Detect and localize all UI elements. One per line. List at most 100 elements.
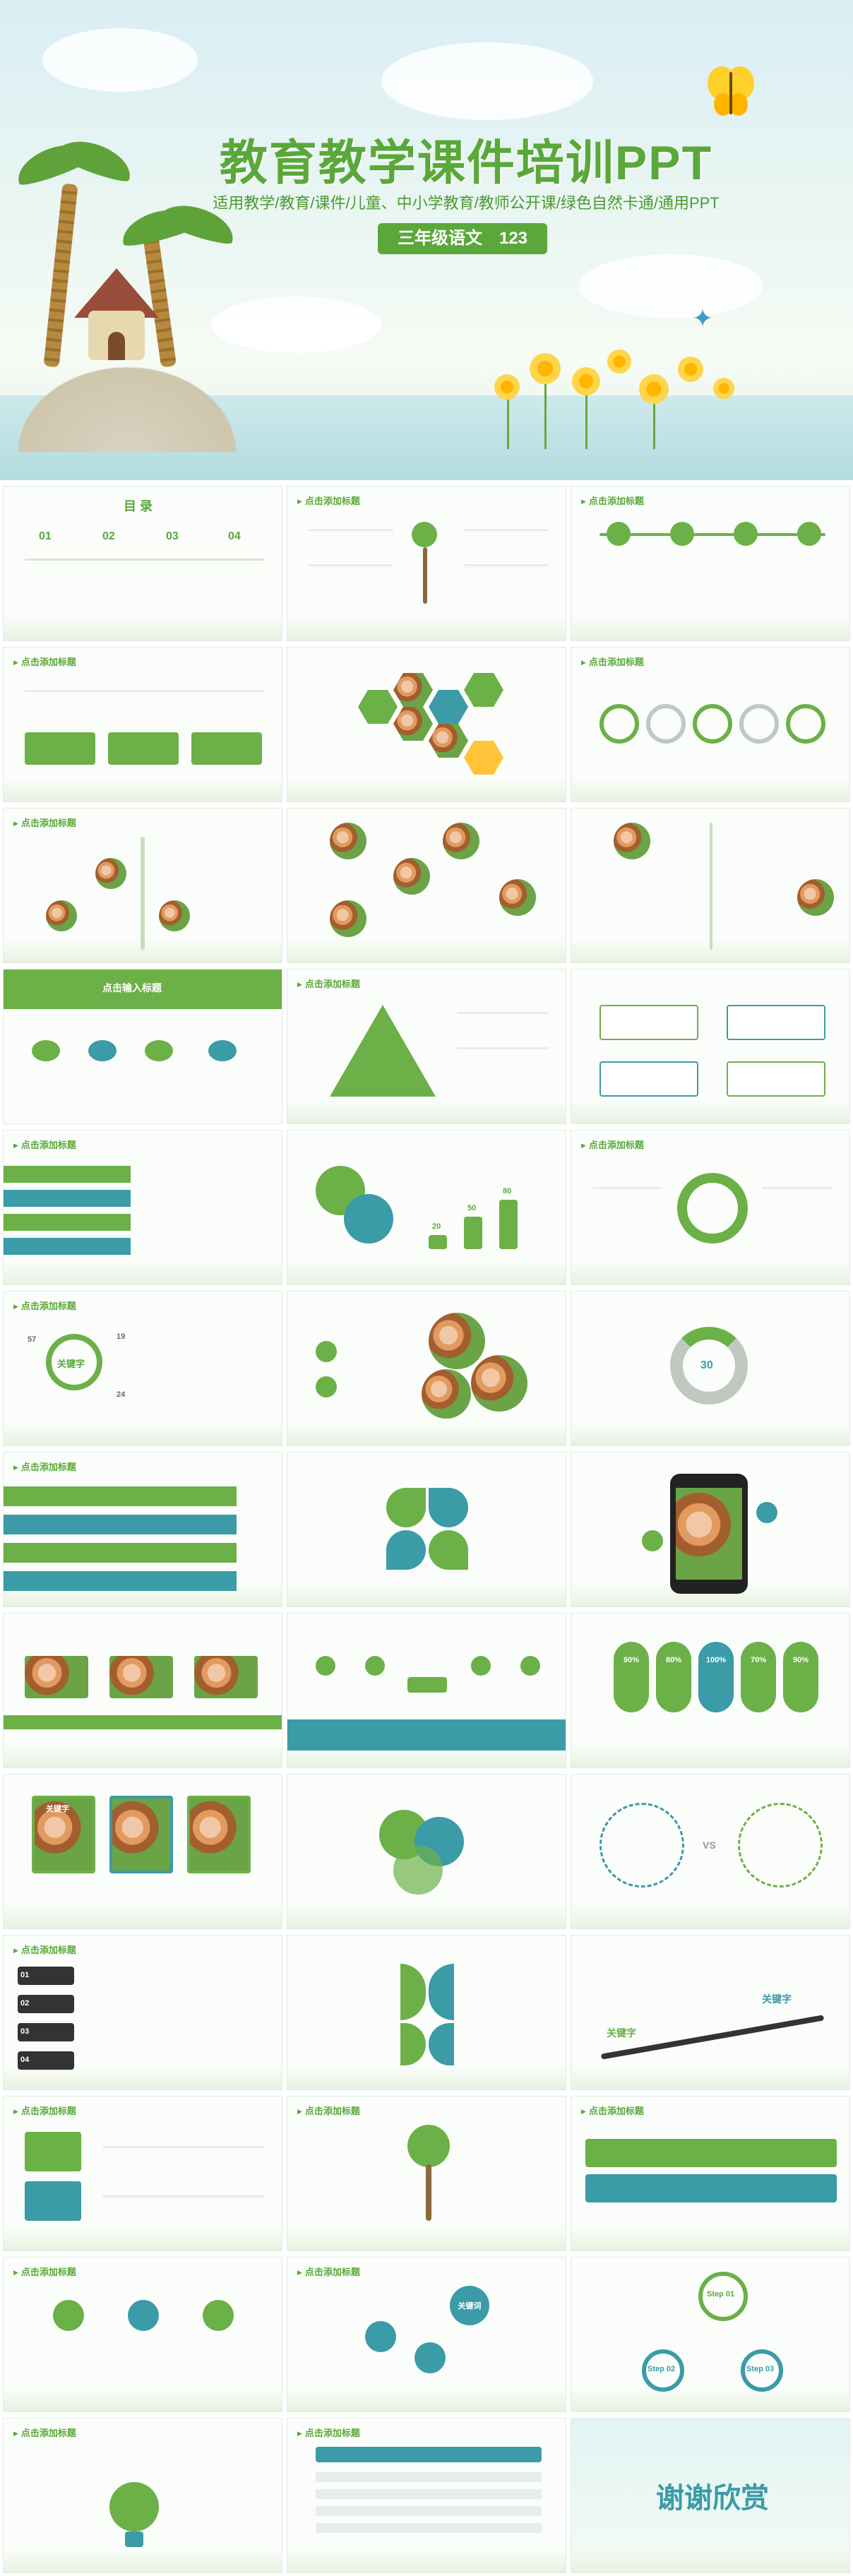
ring-value: 30 xyxy=(700,1359,713,1371)
lightbulb-icon xyxy=(109,2482,159,2532)
number-tag xyxy=(18,2023,74,2041)
cloud-icon xyxy=(145,1040,173,1061)
slide-thumbnail[interactable]: 点击添加标题 xyxy=(3,808,282,963)
slide-thumbnail[interactable]: 点击添加标题 xyxy=(571,486,850,641)
slide-thumbnail[interactable]: Step 01 Step 02 Step 03 xyxy=(571,2257,850,2412)
slide-thumbnail[interactable]: 90% 80% 100% 70% 90% xyxy=(571,1613,850,1768)
slide-tag: 点击添加标题 xyxy=(581,494,644,507)
slide-thumbnail[interactable] xyxy=(571,808,850,963)
page-title: 教育教学课件培训PPT xyxy=(219,136,713,190)
progress-value: 90% xyxy=(792,1656,809,1664)
hexagon xyxy=(464,741,503,775)
slide-thumbnail[interactable]: 点击添加标题 xyxy=(3,1130,282,1285)
cloud-icon xyxy=(208,1040,237,1061)
slide-thumbnail[interactable]: 30 xyxy=(571,1291,850,1446)
hexagon-photo xyxy=(393,707,433,741)
slide-thumbnail[interactable]: 点击添加标题 01 02 03 04 xyxy=(3,1935,282,2090)
slide-thumbnail[interactable]: 点击添加标题 xyxy=(3,2257,282,2412)
lightbulb-base xyxy=(125,2532,143,2547)
node-label: 关键词 xyxy=(458,2302,482,2310)
slide-thumbnail-thanks[interactable]: 谢谢欣赏 xyxy=(571,2418,850,2573)
percent-value: 57 xyxy=(28,1335,37,1344)
bar xyxy=(499,1200,518,1249)
slide-thumbnail[interactable] xyxy=(287,647,566,802)
slide-thumbnail[interactable]: 点击添加标题 关键词 xyxy=(287,2257,566,2412)
ring xyxy=(600,704,639,744)
slide-thumbnail[interactable]: 点击添加标题 xyxy=(3,2418,282,2573)
bar-label: 80 xyxy=(503,1187,512,1195)
progress-pill xyxy=(741,1642,776,1712)
ring xyxy=(786,704,825,744)
slide-thumbnail[interactable]: 点击添加标题 xyxy=(3,2096,282,2251)
toc-number: 04 xyxy=(228,530,241,542)
slide-thumbnail[interactable]: 点击添加标题 xyxy=(287,2418,566,2573)
slide-tag: 点击添加标题 xyxy=(13,816,76,829)
badge-circle xyxy=(600,1803,684,1888)
slide-thumbnail[interactable]: 点击添加标题 xyxy=(287,2096,566,2251)
palm-leaf xyxy=(54,132,137,186)
slide-thumbnail[interactable]: 点击添加标题 xyxy=(3,647,282,802)
number-label: 01 xyxy=(20,1971,30,1979)
slide-thumbnail[interactable]: 点击添加标题 xyxy=(571,2096,850,2251)
slide-thumbnail[interactable] xyxy=(287,1774,566,1929)
leaf-shape xyxy=(429,1964,454,2020)
slide-thumbnail[interactable] xyxy=(287,1935,566,2090)
slide-thumbnail[interactable]: 点击添加标题 关键字 57 19 24 xyxy=(3,1291,282,1446)
slide-tag: 点击添加标题 xyxy=(297,2426,360,2439)
slide-tag: 点击添加标题 xyxy=(581,1138,644,1151)
slide-thumbnail[interactable]: VS xyxy=(571,1774,850,1929)
timeline xyxy=(600,533,825,536)
number-label: 02 xyxy=(20,1999,30,2008)
flower xyxy=(494,374,520,400)
slide-thumbnail[interactable]: 点击添加标题 xyxy=(3,1452,282,1607)
palm-tree xyxy=(43,183,78,368)
timeline-node xyxy=(670,522,694,546)
hexagon xyxy=(429,690,468,724)
slide-thumbnail[interactable] xyxy=(287,1452,566,1607)
slide-thumbnail-toc[interactable]: 目 录 01 02 03 04 xyxy=(3,486,282,641)
banner xyxy=(585,2174,837,2202)
percent-value: 19 xyxy=(117,1332,126,1341)
slide-thumbnail[interactable] xyxy=(287,1613,566,1768)
seesaw-keyword: 关键字 xyxy=(762,1993,792,2005)
slide-thumbnail[interactable]: 关键字 关键字 xyxy=(571,1935,850,2090)
photo xyxy=(429,1313,485,1369)
keyword: 关键字 xyxy=(46,1805,69,1813)
photo xyxy=(471,1355,527,1412)
number-tag xyxy=(18,2051,74,2070)
slide-thumbnail[interactable] xyxy=(571,1452,850,1607)
slide-thumbnail[interactable]: 点击添加标题 xyxy=(571,1130,850,1285)
flower xyxy=(639,374,669,404)
bar xyxy=(464,1217,482,1249)
photo-card xyxy=(32,1796,95,1873)
photo xyxy=(797,879,834,916)
slide-thumbnail[interactable] xyxy=(571,969,850,1124)
timeline xyxy=(141,837,145,950)
slide-thumbnail[interactable] xyxy=(287,1291,566,1446)
slide-thumbnail[interactable]: 点击添加标题 xyxy=(287,486,566,641)
slide-tag: 点击添加标题 xyxy=(581,2104,644,2117)
icon-circle xyxy=(316,1656,335,1676)
slide-thumbnail[interactable]: 点击添加标题 xyxy=(571,647,850,802)
slide-tag: 点击添加标题 xyxy=(13,2104,76,2117)
tree-node xyxy=(412,522,437,547)
slide-tag: 点击添加标题 xyxy=(13,1138,76,1151)
tree-trunk xyxy=(426,2164,431,2221)
cycle-ring xyxy=(677,1173,748,1244)
slide-thumbnail[interactable]: 点击添加标题 xyxy=(287,969,566,1124)
slide-thumbnail[interactable] xyxy=(287,808,566,963)
slide-thumbnail[interactable]: 20 50 80 xyxy=(287,1130,566,1285)
stem xyxy=(585,395,587,449)
photo xyxy=(443,823,479,859)
slide-thumbnail[interactable] xyxy=(3,1613,282,1768)
content-box xyxy=(600,1061,698,1097)
step-ring xyxy=(698,2272,748,2321)
slide-thumbnail[interactable]: 关键字 xyxy=(3,1774,282,1929)
progress-value: 100% xyxy=(705,1656,727,1664)
thanks-title: 谢谢欣赏 xyxy=(656,2483,769,2514)
hexagon-photo xyxy=(393,673,433,707)
icon-circle xyxy=(316,1341,337,1362)
slide-tag: 点击添加标题 xyxy=(13,1943,76,1956)
progress-pill xyxy=(614,1642,649,1712)
slide-thumbnail[interactable]: 点击输入标题 xyxy=(3,969,282,1124)
